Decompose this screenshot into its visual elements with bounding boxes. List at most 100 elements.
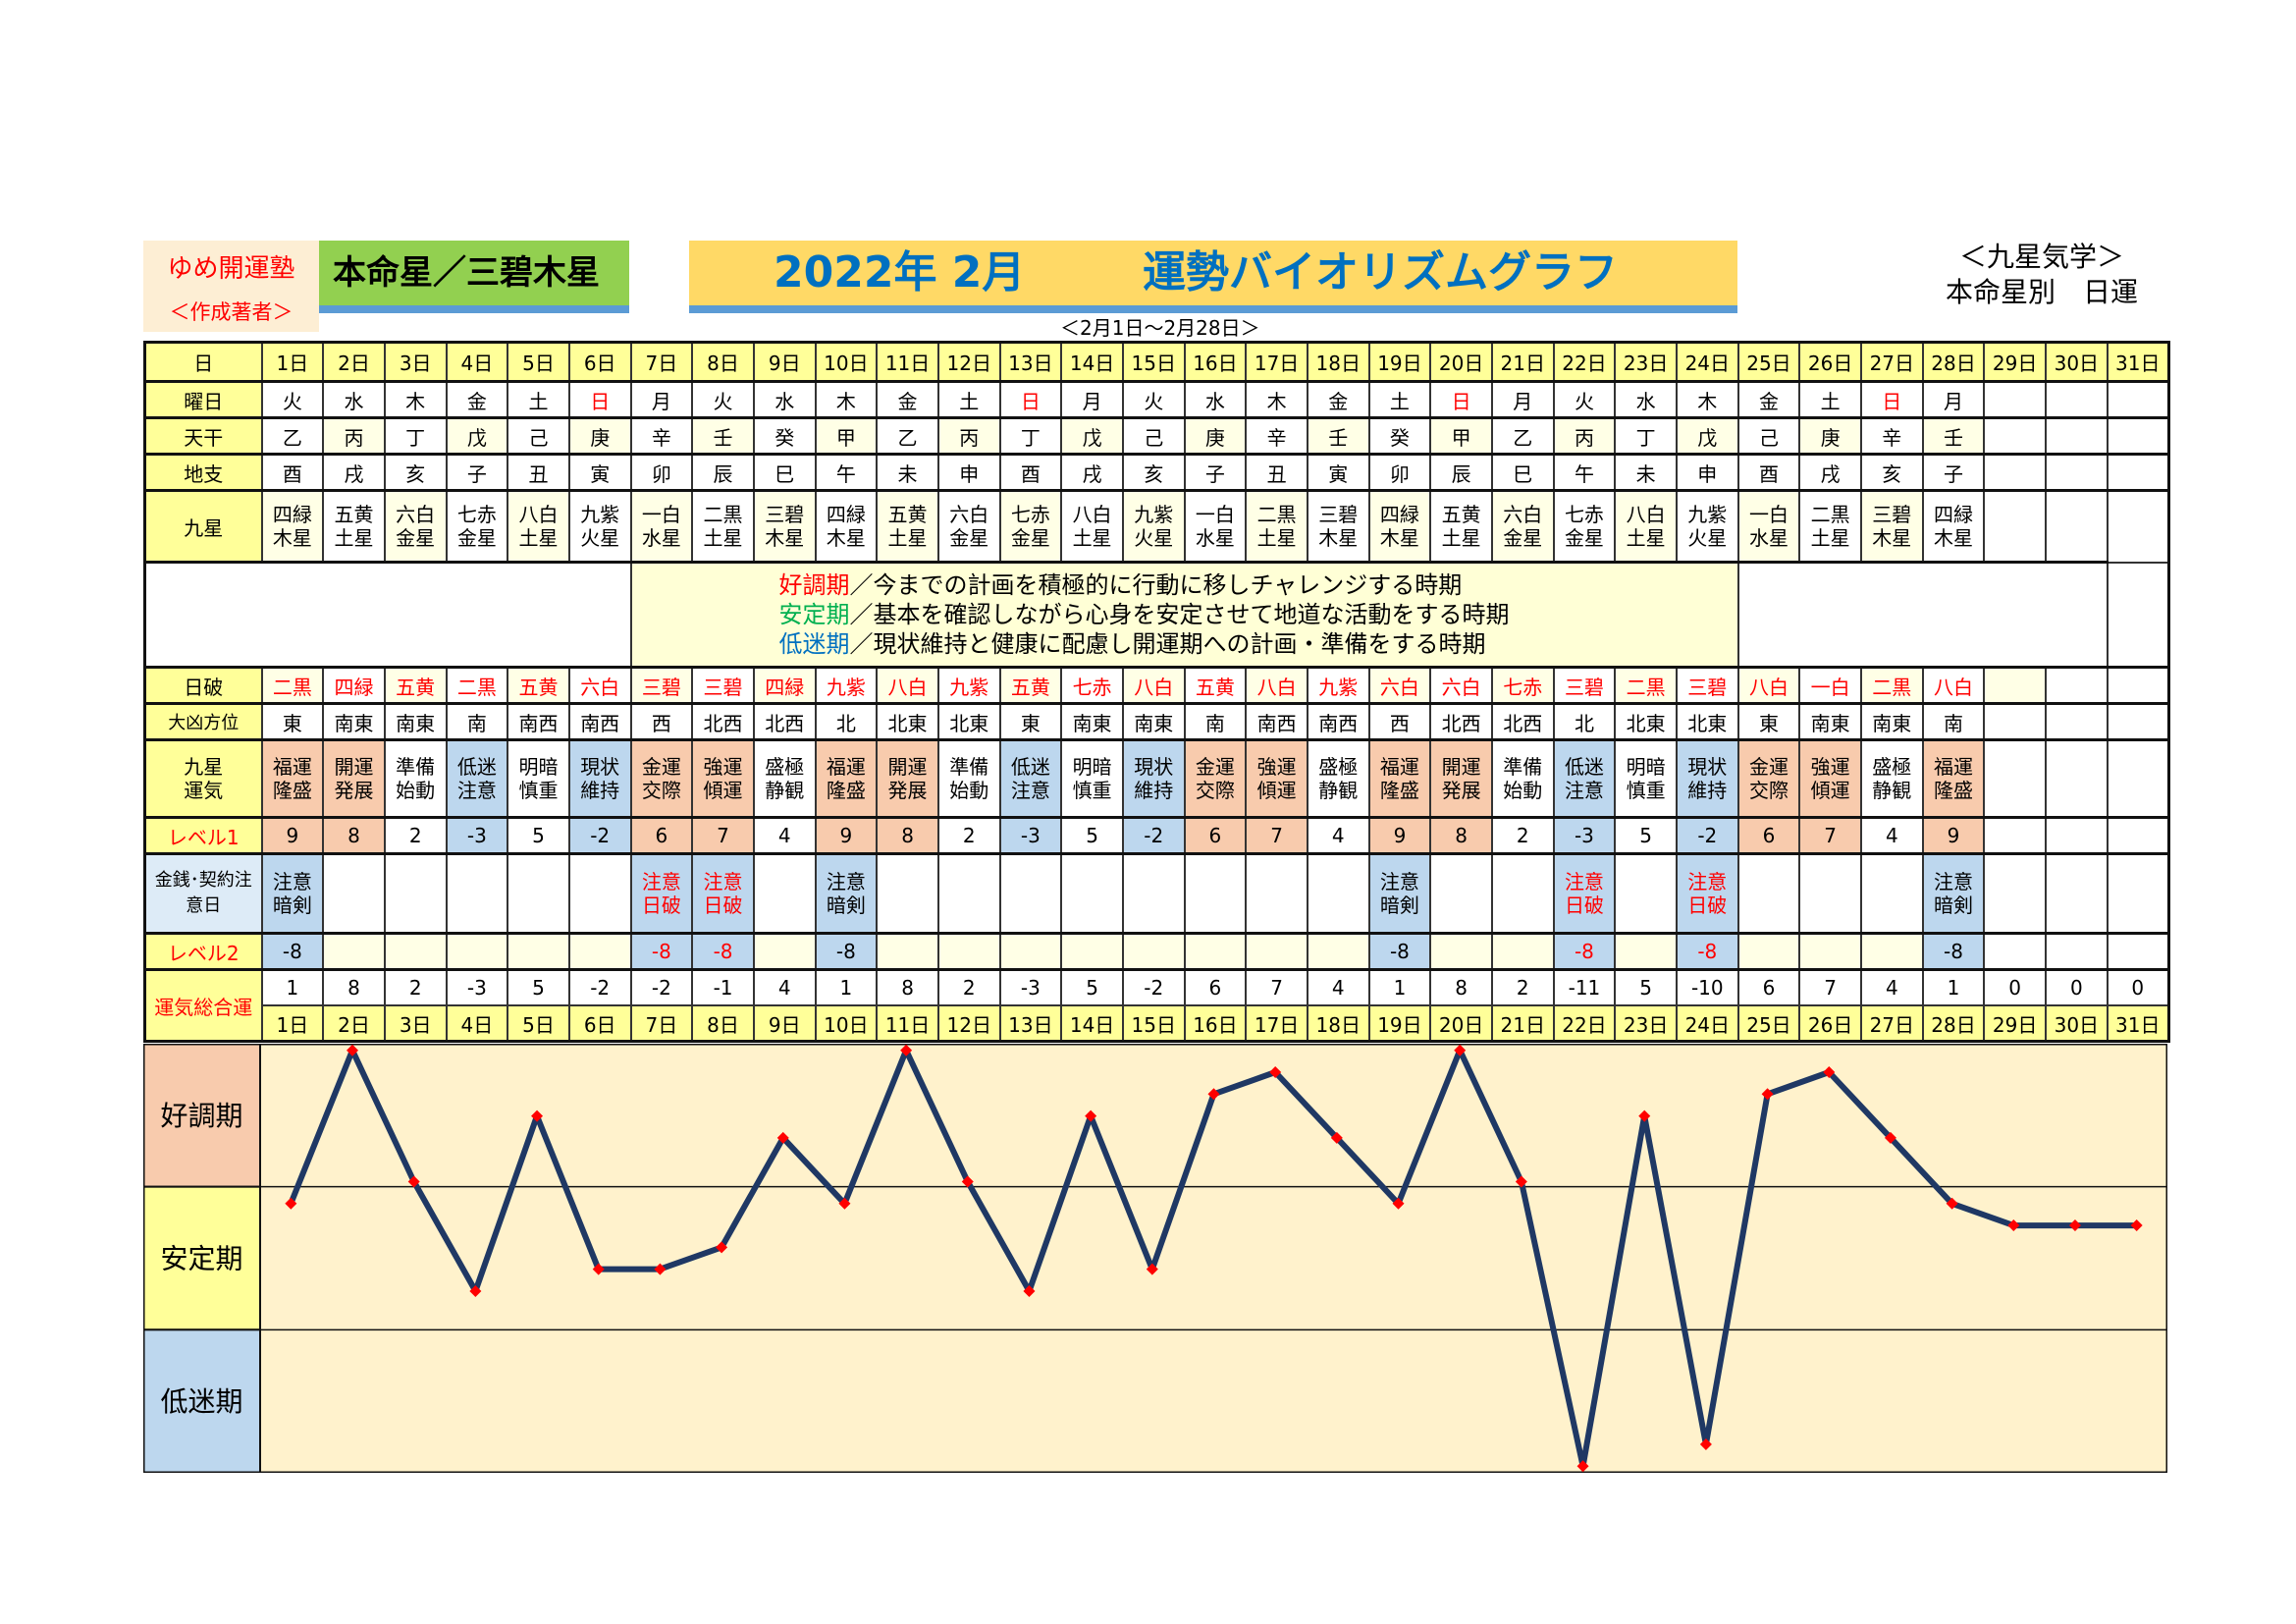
- row-label-houi: 大凶方位: [143, 702, 263, 741]
- houi-row-cell: 北東: [936, 702, 1001, 741]
- nippa-row-cell: 五黄: [998, 666, 1063, 705]
- weekday-row-cell: 水: [1183, 380, 1248, 419]
- nine-star-row-cell-text: 三碧木星: [765, 503, 805, 550]
- weekday-row-cell: 月: [629, 380, 694, 419]
- band-label-bg: [143, 1185, 261, 1331]
- data-point: [2007, 1219, 2020, 1232]
- unki-row-cell-text: 準備始動: [396, 755, 436, 802]
- unki-row-cell: 盛極静観: [1859, 738, 1924, 819]
- day-footer-cell: 25日: [1736, 1004, 1801, 1043]
- nine-star-row-cell: 八白土星: [1060, 489, 1124, 564]
- day-header-row-cell: 31日: [2106, 341, 2170, 383]
- unki-row-cell-text: 現状維持: [1134, 755, 1174, 802]
- data-point: [961, 1175, 974, 1188]
- data-point: [1761, 1088, 1774, 1101]
- data-point: [407, 1175, 420, 1188]
- weekday-row: 曜日火水木金土日月火水木金土日月火水木金土日月火水木金土日月: [143, 380, 2170, 419]
- houi-row-cell: 北東: [876, 702, 939, 741]
- money-row-cell-text: 注意暗剣: [272, 870, 312, 917]
- level2-row-cell: -8: [1921, 932, 1986, 971]
- money-row-cell: 注意暗剣: [1367, 852, 1432, 935]
- nine-star-row-cell: 八白土星: [1614, 489, 1678, 564]
- nine-star-row-cell-text: 九紫火星: [1687, 503, 1728, 550]
- unki-row-cell-text: 福運隆盛: [1933, 755, 1973, 802]
- band-label: 低迷期: [160, 1385, 242, 1418]
- level1-row-cell: 5: [1614, 816, 1678, 855]
- nippa-row-cell: 一白: [1798, 666, 1862, 705]
- nine-star-row-cell: 六白金星: [1490, 489, 1555, 564]
- data-point: [1884, 1131, 1896, 1144]
- nine-star-row-cell-text: 六白金星: [949, 503, 989, 550]
- unki-row-cell: 低迷注意: [998, 738, 1063, 819]
- money-row-cell: [1736, 852, 1801, 935]
- page-title: 2022年 2月 運勢バイオリズムグラフ: [689, 241, 1737, 313]
- day-header-row-cell: 12日: [936, 341, 1001, 383]
- nine-star-row-cell: [1983, 489, 2047, 564]
- kan-row-cell: 丙: [936, 416, 1001, 456]
- total-row-cell: 2: [1490, 968, 1555, 1006]
- shi-row-cell: 子: [445, 453, 509, 492]
- shi-row-cell: 丑: [1245, 453, 1308, 492]
- total-row-cell: -1: [691, 968, 755, 1006]
- unki-row-cell: 強運傾運: [691, 738, 755, 819]
- level1-row-cell: 7: [691, 816, 755, 855]
- nippa-row-cell: 八白: [1245, 666, 1308, 705]
- nippa-row-cell: [1983, 666, 2047, 705]
- money-row-cell: 注意日破: [629, 852, 694, 935]
- nippa-row-cell: 三碧: [1675, 666, 1739, 705]
- data-point: [1330, 1131, 1343, 1144]
- nippa-row-cell: 八白: [1736, 666, 1801, 705]
- nine-star-row-cell: 二黒土星: [691, 489, 755, 564]
- shi-row-cell: 酉: [1736, 453, 1801, 492]
- money-row-cell: 注意暗剣: [260, 852, 325, 935]
- nine-star-row-cell-text: 一白水星: [1195, 503, 1235, 550]
- subtitle-line2: 本命星別 日運: [1945, 276, 2138, 308]
- level2-row-cell: -8: [814, 932, 879, 971]
- nippa-row-cell: 六白: [567, 666, 632, 705]
- level2-row-cell: [1798, 932, 1862, 971]
- unki-row-cell-text: 福運隆盛: [272, 755, 312, 802]
- total-row-cell: 0: [1983, 968, 2047, 1006]
- level1-row-cell: [2106, 816, 2170, 855]
- day-footer-cell: 7日: [629, 1004, 694, 1043]
- nine-star-row-cell: 七赤金星: [445, 489, 509, 564]
- weekday-row-cell: 水: [1614, 380, 1678, 419]
- total-row-cell: -10: [1675, 968, 1739, 1006]
- nippa-row-cell: 七赤: [1490, 666, 1555, 705]
- day-footer-cell: 26日: [1798, 1004, 1862, 1043]
- day-header-row-cell: 5日: [507, 341, 570, 383]
- nine-star-row-cell: 二黒土星: [1798, 489, 1862, 564]
- total-row-cell: 0: [2044, 968, 2109, 1006]
- day-header-row-cell: 6日: [567, 341, 632, 383]
- legend-term: 低迷期: [778, 630, 850, 658]
- unki-row-cell: 盛極静観: [752, 738, 817, 819]
- plot-background: [260, 1044, 2167, 1473]
- nine-star-row-cell-text: 五黄土星: [1441, 503, 1481, 550]
- weekday-row-cell: 火: [1121, 380, 1186, 419]
- nippa-row-cell: 二黒: [1614, 666, 1678, 705]
- nine-star-row-cell: 四緑木星: [814, 489, 879, 564]
- level2-row-cell: [998, 932, 1063, 971]
- nine-star-row-cell: [2044, 489, 2109, 564]
- day-footer-cell: 28日: [1921, 1004, 1986, 1043]
- unki-row-cell: 金運交際: [1183, 738, 1248, 819]
- kan-row-cell: 壬: [1921, 416, 1986, 456]
- total-row-cell: 1: [1367, 968, 1432, 1006]
- unki-row-cell: 準備始動: [1490, 738, 1555, 819]
- day-footer-cell: 21日: [1490, 1004, 1555, 1043]
- kan-row-cell: 癸: [752, 416, 817, 456]
- unki-row-cell-text: 金運交際: [1195, 755, 1235, 802]
- data-point: [531, 1110, 544, 1122]
- unki-row-cell-text: 強運傾運: [1256, 755, 1297, 802]
- houi-row-cell: 南東: [322, 702, 386, 741]
- total-row-cell: 5: [1614, 968, 1678, 1006]
- data-point: [285, 1197, 297, 1210]
- band-label-bg: [143, 1328, 261, 1473]
- legend-text: ／今までの計画を積極的に行動に移しチャレンジする時期: [849, 571, 1463, 599]
- unki-row-cell: 福運隆盛: [1367, 738, 1432, 819]
- houi-row-cell: 西: [629, 702, 694, 741]
- money-row-cell: [1798, 852, 1862, 935]
- unki-row-cell-text: 現状維持: [1687, 755, 1728, 802]
- level2-row-cell: [1736, 932, 1801, 971]
- brand-name: ゆめ開運塾: [167, 254, 295, 284]
